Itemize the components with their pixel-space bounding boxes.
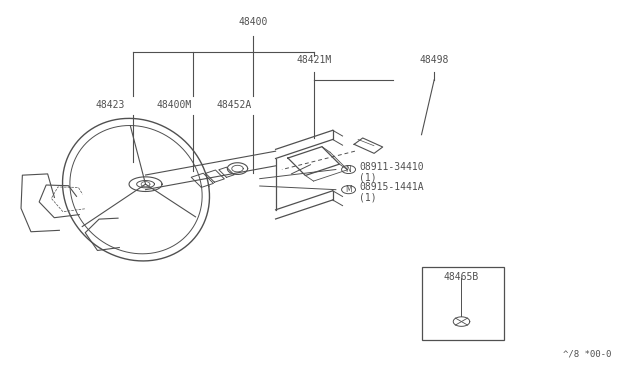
- Text: 48452A: 48452A: [217, 100, 252, 110]
- Text: 48498: 48498: [419, 55, 449, 65]
- Text: 48421M: 48421M: [296, 55, 332, 65]
- Text: 48465B: 48465B: [444, 272, 479, 282]
- Circle shape: [342, 186, 356, 194]
- Text: 08911-34410: 08911-34410: [359, 162, 424, 172]
- Bar: [422, 267, 504, 340]
- Circle shape: [342, 166, 356, 174]
- Text: N: N: [346, 165, 351, 174]
- Text: 48400: 48400: [239, 17, 268, 26]
- Text: (1): (1): [359, 173, 377, 183]
- Text: 48400M: 48400M: [156, 100, 192, 110]
- Text: 08915-1441A: 08915-1441A: [359, 182, 424, 192]
- Text: ^/8 *00-0: ^/8 *00-0: [563, 349, 612, 358]
- Text: (1): (1): [359, 193, 377, 203]
- Text: M: M: [345, 185, 352, 194]
- Text: 48423: 48423: [96, 100, 125, 110]
